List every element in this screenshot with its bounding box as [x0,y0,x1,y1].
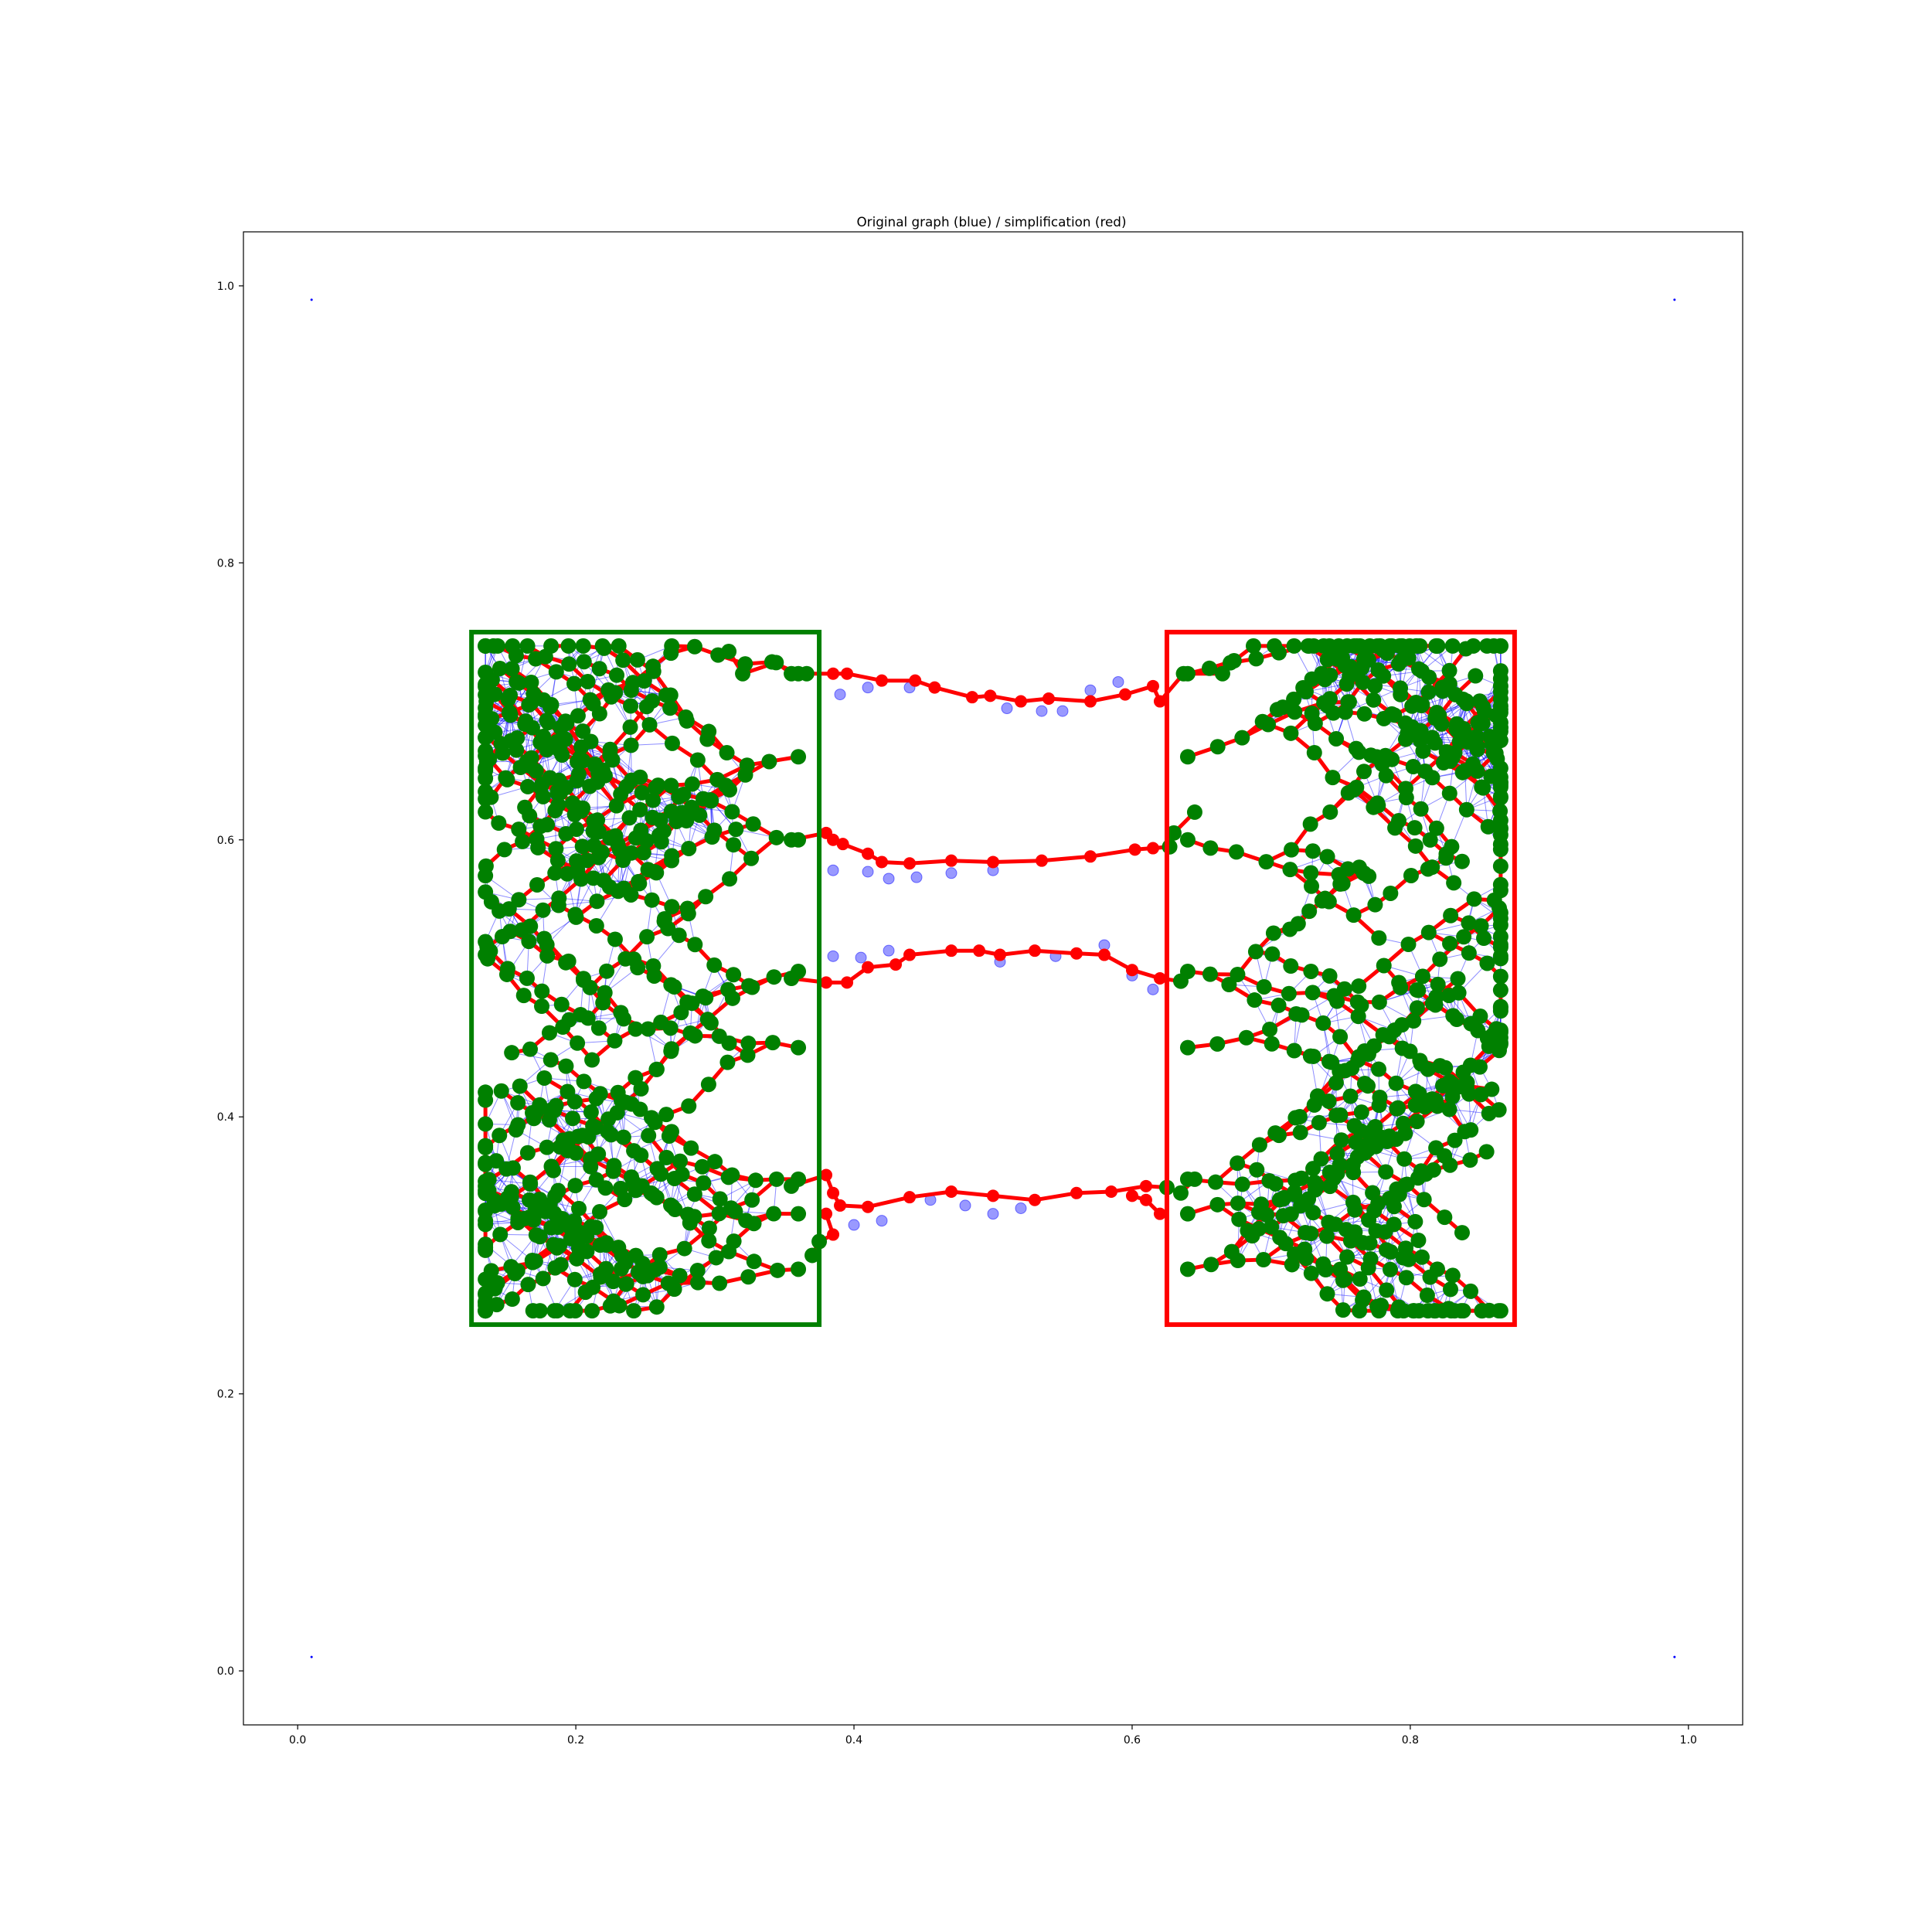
blue-node [1001,702,1013,715]
blue-node [855,951,867,964]
blue-node [910,871,923,883]
blue-node [1036,705,1048,717]
blue-node [862,682,874,694]
blue-node [883,872,895,885]
blue-node [1147,983,1159,995]
blue-node [834,689,846,701]
blue-node [876,1215,888,1227]
blue-node [987,1208,999,1220]
blue-node [883,944,895,957]
blue-node [945,867,957,879]
blue-node [1056,705,1069,717]
blue-node [827,950,839,962]
blue-node [827,864,839,876]
blue-node [1084,684,1097,696]
blue-node [959,1199,971,1212]
blue-node [862,866,874,878]
blue-node [1112,675,1124,688]
blue-node [848,1219,860,1231]
blue-node-layer [827,675,1159,1231]
blue-node [1015,1202,1027,1215]
